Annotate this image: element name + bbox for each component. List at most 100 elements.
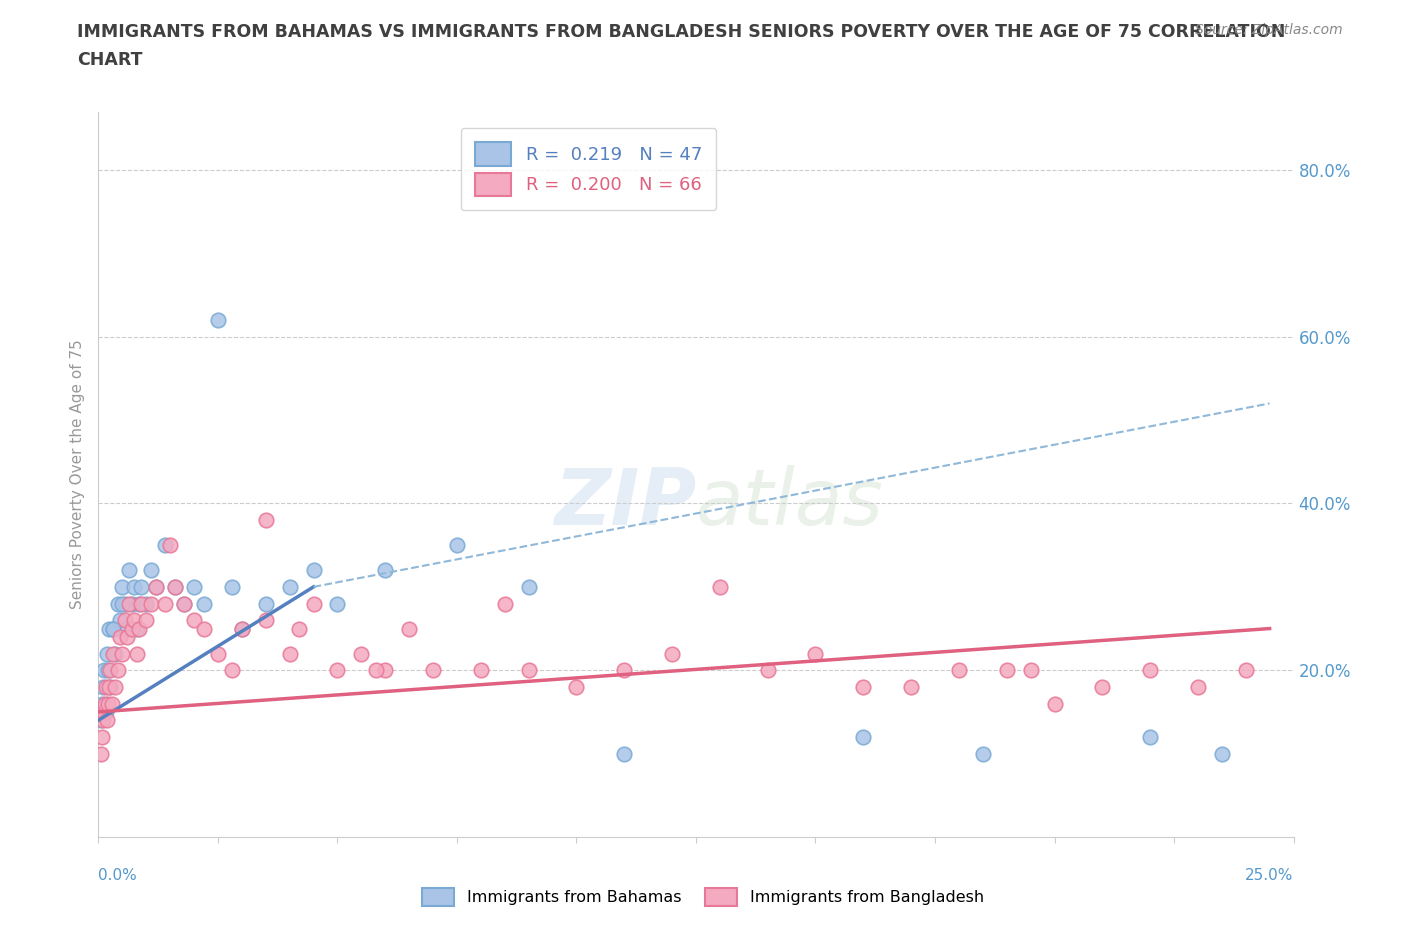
Point: [91, 712, 114, 727]
Legend: R =  0.219   N = 47, R =  0.200   N = 66: R = 0.219 N = 47, R = 0.200 N = 66: [461, 128, 716, 210]
Point: [494, 596, 516, 611]
Point: [900, 680, 922, 695]
Point: [163, 579, 186, 594]
Point: [91, 697, 114, 711]
Point: [1139, 729, 1161, 744]
Text: CHART: CHART: [77, 51, 143, 69]
Point: [104, 680, 127, 695]
Point: [111, 579, 134, 594]
Point: [101, 646, 124, 661]
Point: [852, 680, 875, 695]
Point: [254, 512, 277, 527]
Point: [135, 596, 157, 611]
Point: [398, 621, 420, 636]
Point: [972, 746, 994, 761]
Point: [517, 579, 540, 594]
Point: [128, 621, 150, 636]
Point: [101, 621, 124, 636]
Point: [221, 579, 243, 594]
Point: [93, 705, 115, 720]
Point: [193, 596, 215, 611]
Point: [804, 646, 827, 661]
Point: [131, 596, 153, 611]
Point: [90, 712, 112, 727]
Point: [326, 596, 349, 611]
Point: [302, 563, 325, 578]
Point: [470, 663, 492, 678]
Point: [302, 596, 325, 611]
Point: [374, 663, 396, 678]
Point: [1043, 697, 1066, 711]
Point: [101, 621, 124, 636]
Point: [118, 563, 141, 578]
Point: [91, 729, 114, 744]
Point: [173, 596, 195, 611]
Text: Source: ZipAtlas.com: Source: ZipAtlas.com: [1195, 23, 1343, 37]
Point: [254, 613, 277, 628]
Point: [1019, 663, 1042, 678]
Point: [155, 538, 177, 552]
Point: [124, 579, 146, 594]
Point: [254, 596, 277, 611]
Point: [350, 646, 373, 661]
Point: [159, 538, 181, 552]
Point: [115, 630, 138, 644]
Point: [124, 613, 146, 628]
Point: [98, 680, 122, 695]
Point: [101, 697, 124, 711]
Point: [183, 613, 205, 628]
Point: [163, 579, 186, 594]
Point: [661, 646, 683, 661]
Point: [94, 705, 117, 720]
Point: [948, 663, 970, 678]
Point: [114, 613, 136, 628]
Legend: Immigrants from Bahamas, Immigrants from Bangladesh: Immigrants from Bahamas, Immigrants from…: [416, 882, 990, 912]
Point: [91, 680, 114, 695]
Point: [131, 579, 153, 594]
Point: [97, 680, 120, 695]
Point: [288, 621, 311, 636]
Point: [145, 579, 167, 594]
Point: [173, 596, 195, 611]
Point: [96, 712, 118, 727]
Point: [121, 596, 143, 611]
Point: [613, 746, 636, 761]
Point: [115, 621, 138, 636]
Point: [995, 663, 1018, 678]
Point: [128, 596, 150, 611]
Point: [613, 663, 636, 678]
Point: [1187, 680, 1209, 695]
Point: [1234, 663, 1257, 678]
Point: [93, 663, 115, 678]
Point: [121, 621, 143, 636]
Point: [326, 663, 349, 678]
Point: [422, 663, 444, 678]
Point: [97, 697, 120, 711]
Text: atlas: atlas: [696, 465, 884, 541]
Point: [183, 579, 205, 594]
Point: [94, 680, 117, 695]
Point: [517, 663, 540, 678]
Point: [446, 538, 468, 552]
Point: [118, 596, 141, 611]
Point: [221, 663, 243, 678]
Point: [108, 630, 131, 644]
Y-axis label: Seniors Poverty Over the Age of 75: Seniors Poverty Over the Age of 75: [70, 339, 86, 609]
Point: [207, 646, 229, 661]
Point: [231, 621, 253, 636]
Text: ZIP: ZIP: [554, 465, 696, 541]
Text: 25.0%: 25.0%: [1246, 868, 1294, 883]
Point: [1091, 680, 1114, 695]
Point: [97, 663, 120, 678]
Point: [94, 697, 117, 711]
Point: [145, 579, 167, 594]
Point: [104, 646, 127, 661]
Point: [155, 596, 177, 611]
Point: [193, 621, 215, 636]
Point: [278, 646, 301, 661]
Point: [852, 729, 875, 744]
Point: [125, 621, 148, 636]
Point: [278, 579, 301, 594]
Point: [207, 312, 229, 327]
Point: [139, 596, 162, 611]
